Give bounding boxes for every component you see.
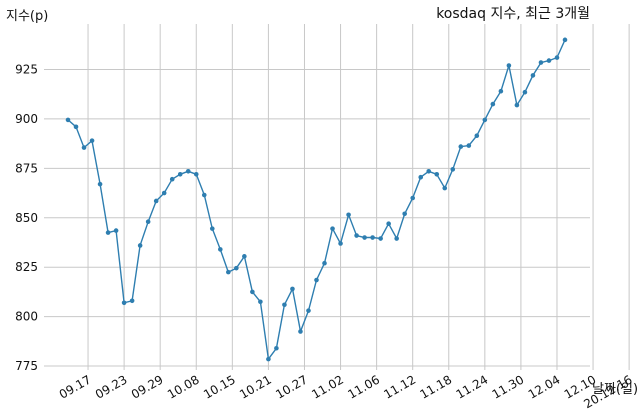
y-tick-label: 900 (15, 112, 38, 126)
data-point (562, 37, 568, 43)
data-point (314, 277, 319, 283)
data-point (434, 171, 440, 177)
data-point (474, 133, 480, 139)
data-point (506, 63, 512, 68)
data-point (290, 286, 295, 292)
x-tick-label: 09.29 (129, 372, 166, 401)
y-axis-label: 지수(p) (6, 9, 48, 24)
data-point (97, 181, 103, 187)
data-point (322, 260, 327, 266)
data-point (402, 211, 407, 217)
data-point (218, 247, 223, 252)
data-point (514, 102, 520, 108)
data-point (209, 226, 215, 231)
data-point (242, 254, 247, 259)
data-point (105, 230, 111, 235)
chart-title: kosdaq 지수, 최근 3개월 (436, 6, 590, 22)
x-tick-label: 09.23 (93, 372, 130, 401)
data-point (426, 168, 432, 174)
data-point (554, 55, 560, 60)
x-tick-label: 09.17 (57, 372, 94, 401)
data-point (482, 117, 488, 123)
series-points (65, 37, 568, 362)
data-point (201, 192, 207, 198)
x-tick-labels: 09.17 09.23 09.29 10.08 10.15 10.21 10.27 11.02… (57, 372, 635, 411)
data-point (169, 176, 175, 182)
data-point (370, 235, 375, 240)
y-tick-label: 775 (15, 359, 38, 373)
series-line (67, 39, 566, 361)
data-point (538, 60, 544, 65)
y-tick-label: 850 (15, 211, 38, 225)
data-point (466, 143, 472, 148)
data-point (450, 167, 456, 172)
x-axis-label: 날짜(일) (592, 382, 638, 397)
x-tick-label: 12.04 (526, 372, 563, 401)
data-point (234, 265, 239, 271)
data-point (362, 235, 367, 240)
data-point (458, 144, 464, 149)
data-point (346, 212, 351, 218)
data-point (522, 89, 528, 95)
data-point (81, 145, 87, 150)
y-tick-label: 875 (15, 161, 38, 175)
x-tick-label: 10.21 (237, 372, 274, 401)
data-point (153, 198, 159, 204)
data-point (298, 329, 303, 334)
data-point (306, 308, 311, 313)
data-point (274, 345, 279, 351)
data-point (161, 190, 167, 196)
data-point (498, 88, 504, 94)
data-point (113, 228, 119, 233)
y-tick-label: 800 (15, 310, 38, 324)
data-point (177, 171, 183, 177)
x-tick-label: 11.18 (418, 372, 455, 401)
x-tick-label: 11.30 (490, 372, 527, 401)
data-point (490, 101, 496, 107)
data-point (386, 221, 391, 226)
data-point (89, 138, 95, 143)
data-point (258, 299, 263, 305)
x-tick-label: 11.12 (381, 372, 418, 401)
data-point (65, 117, 71, 123)
data-point (73, 124, 79, 130)
data-point (338, 241, 343, 246)
data-point (410, 195, 415, 201)
data-point (129, 298, 135, 304)
data-point (282, 302, 287, 308)
data-point (226, 269, 231, 275)
data-point (354, 233, 359, 238)
data-point (418, 174, 424, 180)
data-point (330, 226, 335, 231)
data-point (121, 300, 127, 306)
data-point (193, 171, 199, 177)
data-point (394, 236, 399, 241)
data-point (185, 168, 191, 174)
x-tick-label: 11.06 (345, 372, 382, 401)
data-point (266, 356, 271, 362)
x-tick-label: 10.08 (165, 372, 202, 401)
x-tick-label: 10.15 (201, 372, 238, 401)
data-point (378, 236, 383, 241)
x-tick-label: 11.02 (309, 372, 346, 401)
y-tick-label: 925 (15, 62, 38, 76)
x-tick-label: 10.27 (273, 372, 310, 401)
data-point (250, 289, 255, 295)
data-point (137, 243, 143, 248)
y-tick-label: 825 (15, 260, 38, 274)
data-point (145, 219, 151, 225)
x-tick-label: 11.24 (454, 372, 491, 401)
data-point (530, 73, 536, 78)
y-tick-labels: 775 800 825 850 875 900 925 (15, 62, 38, 373)
grid-lines (44, 24, 630, 370)
data-point (442, 185, 448, 191)
data-point (546, 58, 552, 63)
